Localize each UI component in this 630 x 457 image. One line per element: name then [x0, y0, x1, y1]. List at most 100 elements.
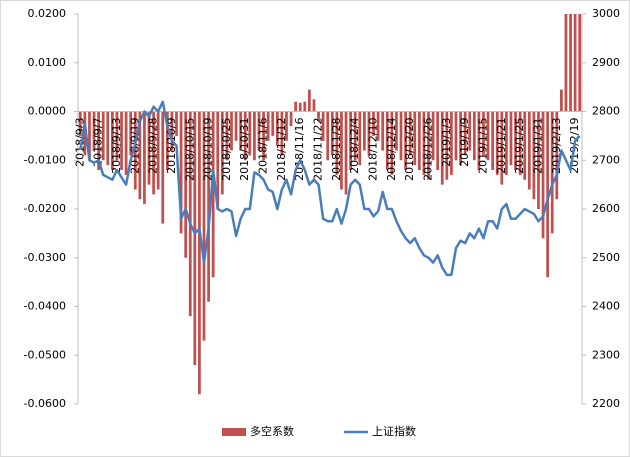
y-tick-label: 0.0200	[28, 7, 67, 20]
bar	[569, 14, 572, 112]
line	[79, 100, 581, 277]
bar	[367, 111, 371, 156]
x-tick-label: 2019/1/21	[495, 118, 508, 174]
bar	[202, 111, 206, 341]
bar	[477, 111, 481, 170]
bar	[500, 111, 504, 185]
bar	[106, 111, 110, 166]
bar	[472, 111, 476, 161]
y-tick-label: -0.0300	[24, 251, 66, 264]
y2-tick-label: 2800	[592, 105, 620, 118]
bar	[422, 111, 426, 175]
bar	[436, 111, 440, 170]
bar	[381, 111, 385, 151]
bar	[450, 111, 453, 175]
bar	[495, 111, 499, 175]
y-tick-label: 0.0100	[28, 56, 67, 69]
bar	[289, 111, 293, 127]
bar	[344, 111, 348, 195]
bar	[573, 14, 577, 112]
bar	[312, 99, 316, 112]
bar	[362, 111, 366, 151]
bar	[216, 111, 220, 209]
bar	[532, 111, 536, 200]
x-tick-label: 2019/1/31	[531, 118, 544, 174]
y2-tick-label: 2900	[592, 56, 620, 69]
bar	[340, 111, 343, 190]
bar	[505, 111, 508, 175]
bar	[321, 111, 325, 141]
x-tick-label: 2018/10/15	[183, 118, 196, 181]
bar	[133, 111, 137, 190]
bar	[555, 111, 559, 200]
bar	[431, 111, 435, 161]
bar	[97, 111, 100, 170]
bar	[509, 111, 513, 166]
bar	[445, 111, 449, 180]
y-tick-label: 0.0000	[28, 105, 67, 118]
bar	[523, 111, 527, 180]
bar	[564, 14, 568, 112]
x-tick-label: 2018/12/14	[385, 118, 398, 181]
bar	[188, 111, 192, 317]
bar	[560, 89, 563, 112]
bar	[491, 111, 495, 170]
bar	[285, 111, 288, 141]
x-tick-label: 2018/12/4	[348, 118, 361, 174]
y2-tick-label: 2700	[592, 153, 620, 166]
bar	[308, 89, 311, 112]
y-tick-label: -0.0100	[24, 153, 66, 166]
bar	[317, 111, 320, 122]
x-tick-label: 2018/11/6	[257, 118, 270, 174]
bar	[349, 111, 352, 170]
bar	[143, 111, 146, 205]
bar	[417, 111, 421, 170]
bar	[239, 111, 243, 151]
bar	[257, 111, 261, 151]
bar	[578, 14, 582, 112]
bar	[404, 111, 407, 170]
y2-tick-label: 2300	[592, 348, 620, 361]
x-tick-label: 2018/9/13	[110, 118, 123, 174]
bar	[248, 111, 252, 156]
y-tick-label: -0.0400	[24, 300, 66, 313]
bar	[184, 111, 188, 258]
bar	[161, 111, 165, 224]
x-tick-label: 2018/9/7	[92, 118, 105, 167]
bar	[546, 111, 550, 278]
x-tick-label: 2018/11/28	[330, 118, 343, 181]
bar	[271, 111, 275, 136]
bar	[440, 111, 444, 185]
bar	[198, 111, 201, 395]
y-tick-label: -0.0200	[24, 202, 66, 215]
x-tick-label: 2018/10/25	[220, 118, 233, 181]
bar	[156, 111, 160, 190]
bar	[468, 111, 472, 151]
y2-tick-label: 2600	[592, 202, 620, 215]
bar	[175, 111, 178, 136]
x-tick-label: 2018/12/10	[367, 118, 380, 181]
bar	[486, 111, 490, 161]
bar	[152, 111, 155, 195]
bar	[120, 111, 123, 170]
x-tick-label: 2019/1/9	[458, 118, 471, 167]
bar	[395, 111, 398, 151]
bar	[92, 111, 96, 151]
bar	[280, 111, 284, 156]
bar	[129, 111, 133, 156]
bar	[88, 111, 91, 161]
bar	[413, 111, 417, 166]
bar	[335, 111, 339, 175]
bar	[330, 111, 334, 156]
bar-layer	[78, 14, 582, 395]
bar	[179, 111, 183, 234]
x-tick-label: 2018/11/12	[275, 118, 288, 181]
y2-tick-label: 2400	[592, 300, 620, 313]
y2-tick-label: 2500	[592, 251, 620, 264]
legend-swatch	[222, 428, 246, 436]
x-tick-label: 2018/12/20	[403, 118, 416, 181]
bar	[266, 111, 270, 141]
x-tick-label: 2018/10/19	[202, 118, 215, 181]
